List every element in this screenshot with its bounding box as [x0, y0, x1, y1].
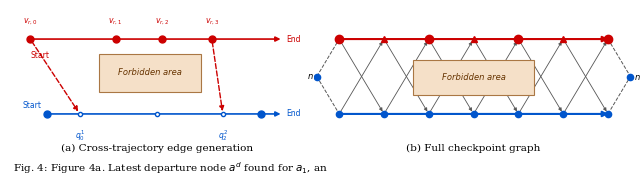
Text: Start: Start [30, 51, 49, 60]
Text: $n^m$: $n^m$ [634, 71, 640, 82]
Text: $v_{r,3}$: $v_{r,3}$ [205, 17, 219, 27]
Text: $q_2^2$: $q_2^2$ [218, 128, 228, 143]
Text: $v_{r,0}$: $v_{r,0}$ [23, 17, 38, 27]
Text: (a) Cross-trajectory edge generation: (a) Cross-trajectory edge generation [61, 144, 253, 153]
Text: Forbidden area: Forbidden area [118, 68, 182, 77]
Text: Start: Start [22, 101, 41, 110]
Text: (b) Full checkpoint graph: (b) Full checkpoint graph [406, 144, 541, 153]
Text: $v_{r,2}$: $v_{r,2}$ [155, 17, 170, 27]
Text: $q_0^1$: $q_0^1$ [75, 128, 85, 143]
Text: $v_{r,1}$: $v_{r,1}$ [108, 17, 123, 27]
Text: $n$: $n$ [307, 72, 314, 81]
Text: Fig. 4: Figure 4a. Latest departure node $a^d$ found for $a_1$, an: Fig. 4: Figure 4a. Latest departure node… [13, 161, 328, 176]
Text: End: End [286, 109, 301, 118]
FancyBboxPatch shape [413, 60, 534, 95]
Text: End: End [286, 35, 301, 44]
Text: Forbidden area: Forbidden area [442, 73, 506, 82]
FancyBboxPatch shape [99, 54, 201, 92]
